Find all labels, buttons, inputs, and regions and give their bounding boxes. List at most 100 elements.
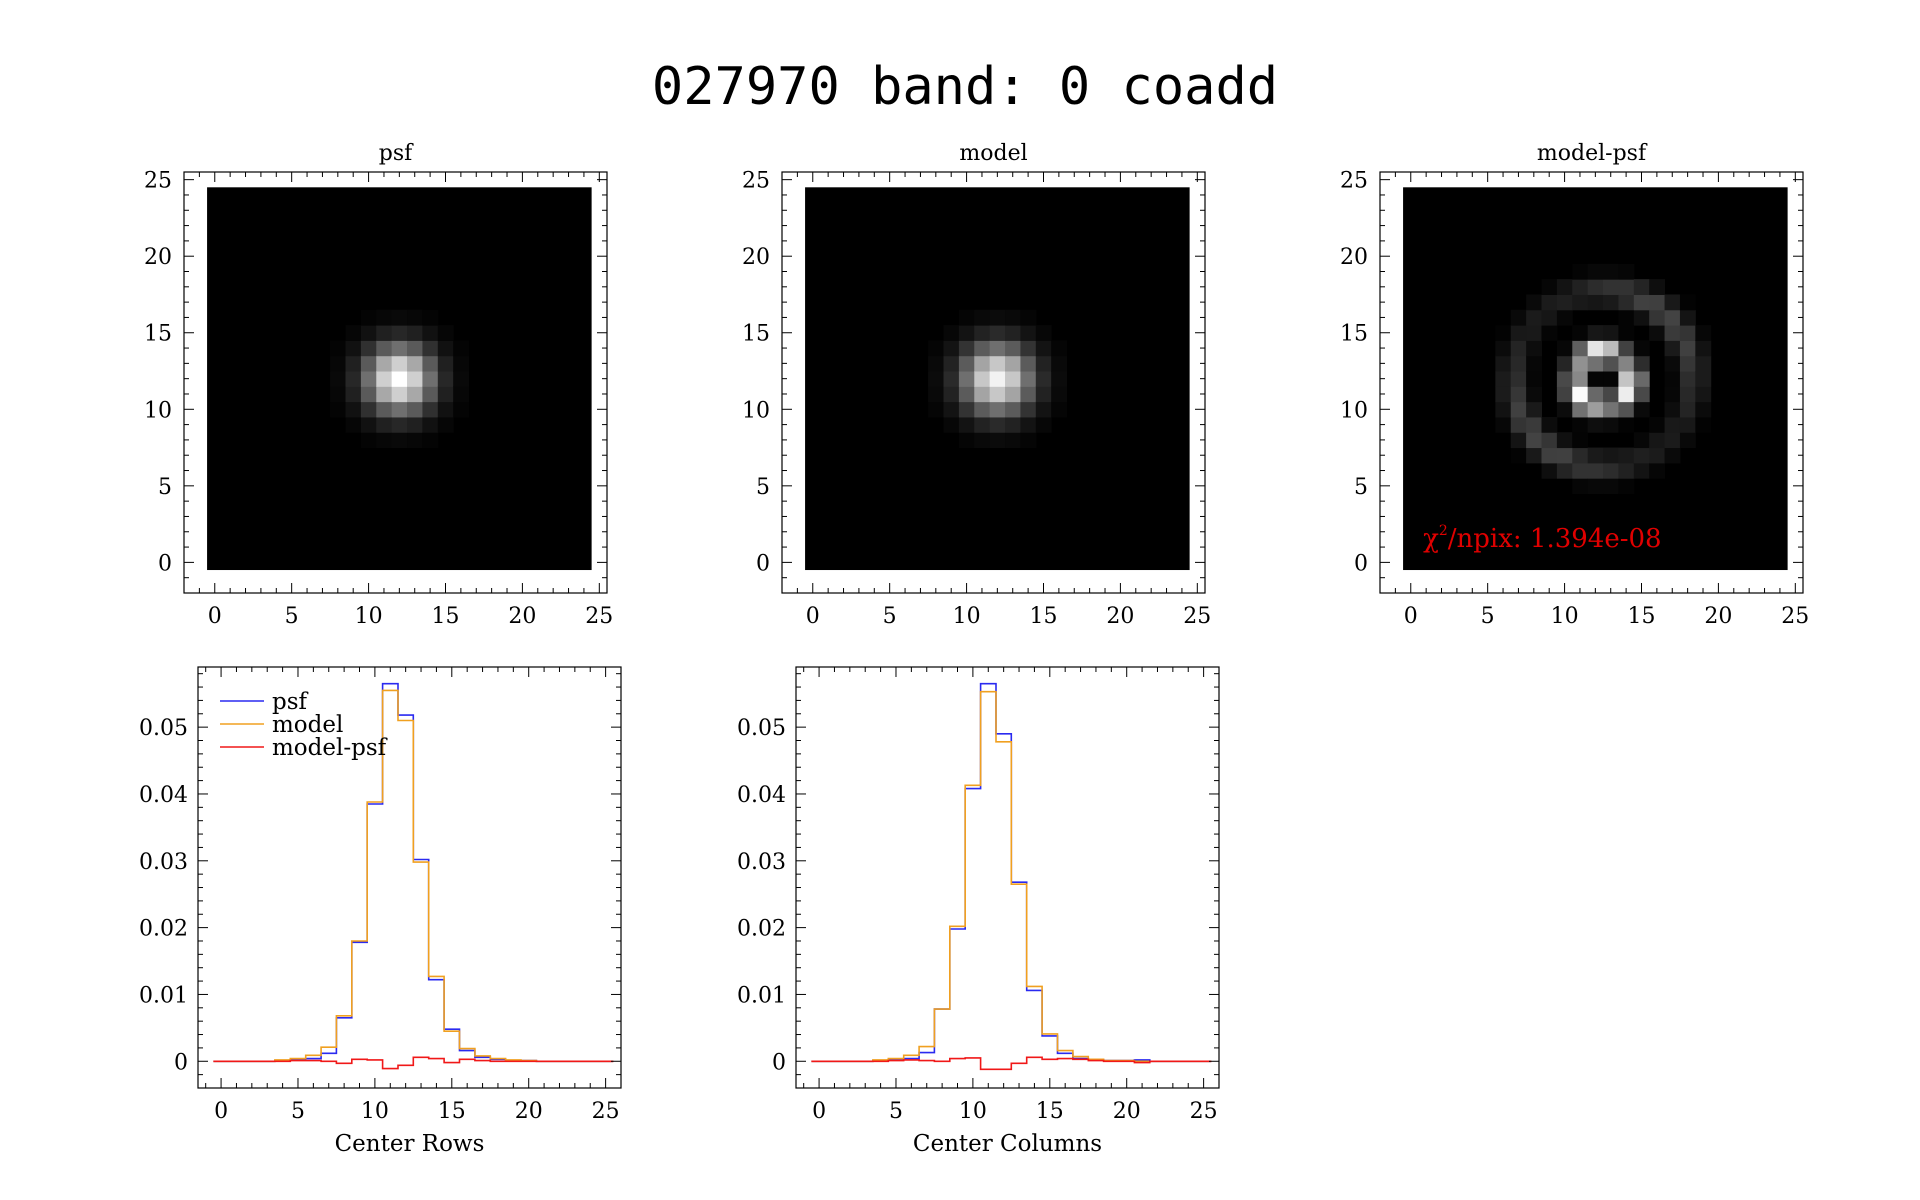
image-pixel [1633, 309, 1650, 326]
image-pixel [1510, 447, 1527, 464]
image-pixel [1510, 309, 1527, 326]
image-pixel [1020, 432, 1037, 449]
image-pixel [1556, 340, 1573, 357]
x-tick-label: 15 [1029, 604, 1057, 629]
image-pixel [376, 386, 393, 403]
image-pixel [1664, 340, 1681, 357]
image-pixel [422, 416, 439, 433]
y-tick-label: 10 [144, 398, 172, 423]
image-pixel [1649, 416, 1666, 433]
image-pixel [1526, 340, 1543, 357]
image-pixel [1526, 325, 1543, 341]
image-pixel [1633, 401, 1650, 418]
image-pixel [437, 355, 454, 372]
image-pixel [345, 340, 362, 357]
image-pixel [1035, 340, 1052, 357]
axes-frame [197, 666, 622, 1089]
image-pixel [1035, 325, 1052, 341]
image-pixel [1633, 371, 1650, 387]
image-pixel [407, 325, 423, 341]
image-pixel [391, 309, 408, 326]
y-tick-label: 0.01 [139, 983, 188, 1008]
x-tick-label: 20 [1704, 604, 1732, 629]
image-pixel [1035, 401, 1052, 418]
image-pixel [989, 416, 1006, 433]
image-pixel [1510, 355, 1527, 372]
image-pixel [928, 371, 945, 387]
image-pixel [1664, 447, 1681, 464]
image-pixel [958, 371, 975, 387]
columns-profile-panel: Center Columns 0 5 10 15 20 25 0 0.01 0.02 0.03 0.0… [737, 666, 1220, 1157]
image-pixel [1005, 340, 1021, 357]
image-pixel [1633, 340, 1650, 357]
image-pixel [1618, 462, 1635, 479]
image-pixel [974, 309, 991, 326]
image-pixel [1603, 355, 1619, 372]
image-pixel [1679, 355, 1696, 372]
image-pixel [1664, 309, 1681, 326]
image-pixel [376, 371, 393, 387]
panel-title: psf [379, 141, 414, 166]
image-pixel [330, 355, 347, 372]
image-pixel [1510, 432, 1527, 449]
x-tick-label: 20 [515, 1099, 543, 1124]
image-pixel [360, 309, 377, 326]
image-pixel [407, 340, 423, 357]
x-tick-label: 15 [1627, 604, 1655, 629]
image-pixel [1679, 340, 1696, 357]
image-pixel [1587, 401, 1604, 418]
image-pixel [1695, 340, 1712, 357]
image-pixel [958, 309, 975, 326]
image-pixel [1618, 309, 1635, 326]
x-tick-label: 5 [285, 604, 299, 629]
image-pixel [974, 386, 991, 403]
image-pixel [1035, 355, 1052, 372]
image-pixel [422, 432, 439, 449]
image-pixel [1664, 355, 1681, 372]
image-pixel [1051, 371, 1068, 387]
image-pixel [376, 416, 393, 433]
image-pixel [360, 325, 377, 341]
image-pixel [1510, 371, 1527, 387]
image-pixel [928, 340, 945, 357]
image-pixel [1603, 478, 1619, 494]
image-pixel [1664, 371, 1681, 387]
image-pixel [1664, 325, 1681, 341]
image-pixel [345, 371, 362, 387]
y-tick-label: 25 [742, 169, 770, 194]
image-pixel [1695, 355, 1712, 372]
y-tick-label: 15 [742, 322, 770, 347]
image-pixel [1618, 386, 1635, 403]
image-pixel [1526, 309, 1543, 326]
image-pixel [1051, 340, 1068, 357]
image-pixel [943, 355, 960, 372]
image-pixel [437, 386, 454, 403]
image-pixels [1403, 187, 1788, 571]
image-pixel [1679, 371, 1696, 387]
y-tick-label: 0.02 [737, 917, 786, 942]
image-pixel [989, 355, 1006, 372]
x-tick-label: 15 [438, 1099, 466, 1124]
image-pixel [1005, 309, 1021, 326]
image-pixel [1664, 432, 1681, 449]
image-pixel [407, 309, 423, 326]
image-pixel [1572, 401, 1589, 418]
image-pixel [1510, 340, 1527, 357]
image-pixel [330, 371, 347, 387]
y-tick-label: 0 [174, 1050, 188, 1075]
y-tick-label: 0 [756, 551, 770, 576]
x-tick-label: 10 [953, 604, 981, 629]
image-pixel [943, 325, 960, 341]
image-pixel [407, 401, 423, 418]
image-pixel [407, 371, 423, 387]
axes-frame [795, 666, 1220, 1089]
image-pixel [1541, 462, 1558, 479]
image-pixel [1679, 416, 1696, 433]
profile-lines [213, 682, 614, 1070]
image-pixel [1005, 432, 1021, 449]
image-pixel [1020, 401, 1037, 418]
image-pixel [1572, 386, 1589, 403]
image-pixel [345, 386, 362, 403]
image-pixel [437, 325, 454, 341]
